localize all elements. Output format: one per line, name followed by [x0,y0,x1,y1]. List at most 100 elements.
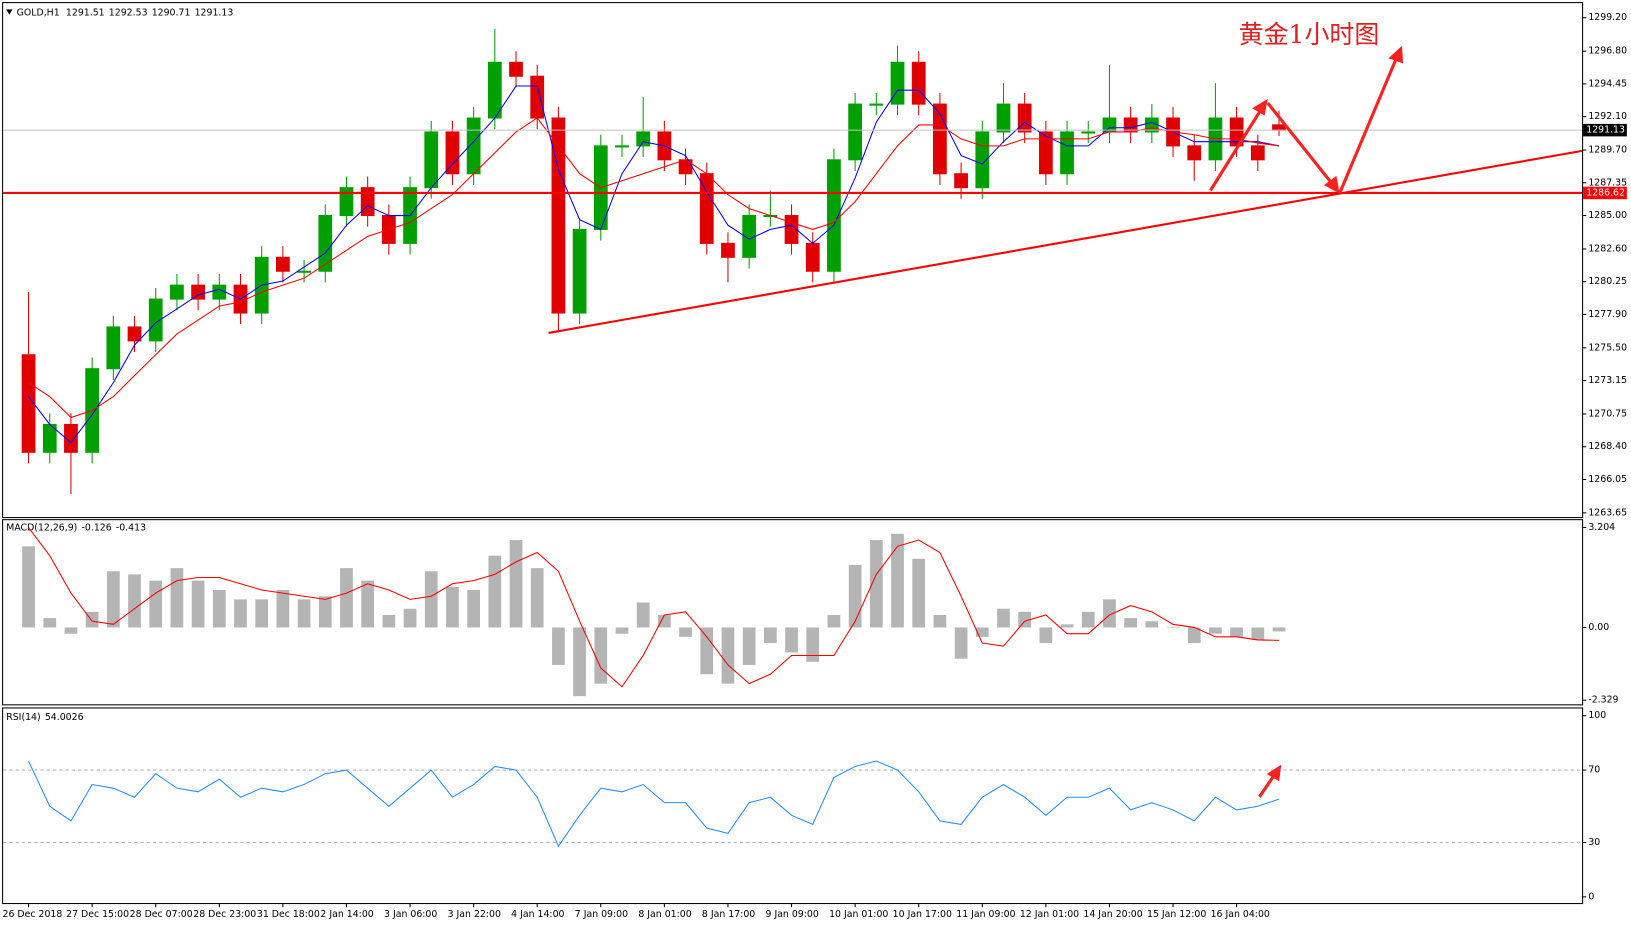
candle-body [1017,103,1032,133]
macd-bar [848,565,862,628]
x-tick-label: 10 Jan 01:00 [829,909,888,920]
x-tick-label: 28 Dec 07:00 [130,909,193,920]
macd-bar [1145,621,1159,628]
candle-body [954,173,968,189]
moving-average [28,85,1280,444]
candle-body [360,187,375,217]
header-close: 1291.13 [195,7,234,18]
x-tick-label: 3 Jan 06:00 [384,909,437,920]
current-price-box [1583,123,1627,137]
y-tick-label: 1275.50 [1588,342,1627,353]
y-tick-label: 1268.40 [1588,441,1627,452]
candle-body [551,117,566,314]
macd-bar [318,596,332,628]
rsi-line [28,760,1280,848]
macd-bar [954,627,968,659]
rsi-panel-frame [2,707,1584,905]
macd-bar [869,540,883,628]
x-tick-label: 31 Dec 18:00 [257,909,320,920]
macd-bar [742,627,756,665]
arrow-up-1 [1209,106,1264,192]
candle-body [148,298,163,342]
x-tick-label: 4 Jan 14:00 [511,909,564,920]
macd-bar [488,555,502,628]
x-tick-label: 16 Jan 04:00 [1211,909,1270,920]
candle-body [170,284,184,300]
candle-body [424,131,439,189]
y-tick-label: 1277.90 [1588,309,1627,320]
macd-bar [785,627,798,653]
candle-body [890,61,905,105]
candle-body [1081,131,1096,134]
y-tick-label: 70 [1588,765,1600,776]
candle-body [933,103,947,175]
y-tick-label: 1296.80 [1588,46,1627,57]
macd-bar [912,558,926,628]
x-tick-label: 3 Jan 22:00 [448,909,501,920]
symbol: GOLD,H1 [17,7,60,18]
candle-body [191,284,205,300]
y-tick-label: 0 [1588,891,1594,902]
candle-body [996,103,1011,133]
macd-bar [1018,611,1032,628]
macd-bar [403,608,417,628]
macd-bar [658,614,671,628]
macd-bar [22,546,35,628]
y-tick-label: 1292.10 [1588,111,1627,122]
header-low: 1290.71 [152,7,191,18]
y-tick-label: 1270.75 [1588,408,1627,419]
header-high: 1292.53 [109,7,148,18]
arrow-head [1252,98,1268,116]
macd-bar [170,568,184,628]
x-tick-label: 7 Jan 09:00 [575,909,628,920]
candle-body [212,284,227,300]
macd-bar [552,627,565,665]
macd-bar [1103,599,1116,628]
menu-triangle[interactable] [6,9,13,15]
header: GOLD,H1 1291.51 1292.53 1290.71 1291.13 [17,7,234,18]
macd-bar [64,627,78,634]
arrow-head [1323,175,1340,194]
candle-body [339,187,354,217]
y-tick-label: 30 [1588,837,1600,848]
macd-bar [106,571,120,628]
macd-bar [509,540,523,628]
macd-bar [1060,624,1074,628]
y-tick-label: 0.00 [1588,622,1609,633]
macd-bar [933,614,947,628]
x-tick-label: 12 Jan 01:00 [1020,909,1079,920]
macd-main-value: -0.126 [82,522,112,533]
macd-title: MACD(12,26,9) [6,522,77,533]
support-label: 1286.62 [1586,187,1625,198]
candle-body [615,145,629,148]
macd-bar [382,614,396,628]
candle-body [21,354,36,453]
candle-body [1272,124,1286,131]
x-tick-label: 14 Jan 20:00 [1083,909,1142,920]
moving-average [28,117,1280,419]
arrow-down [1266,102,1335,187]
candle-body [487,61,502,119]
arrow-head [1266,764,1282,782]
x-tick-label: 9 Jan 09:00 [766,909,819,920]
macd-bar [700,627,714,675]
y-tick-label: 1299.20 [1588,12,1627,23]
rsi-value: 54.0026 [45,711,84,722]
candle-body [276,256,290,272]
macd-bar [234,599,247,628]
macd-bar [361,580,375,628]
candle-body [869,103,884,106]
macd-bar [297,599,311,628]
y-tick-label: 1287.35 [1588,177,1627,188]
macd-bar [1272,627,1286,632]
macd-bar [255,599,269,628]
macd-bar [1166,627,1180,628]
annotation-title: 黄金1小时图 [1239,20,1380,49]
rsi-title: RSI(14) [6,711,40,722]
macd-bar [997,608,1010,628]
candle-body [318,215,333,272]
x-tick-label: 26 Dec 2018 [3,909,63,920]
